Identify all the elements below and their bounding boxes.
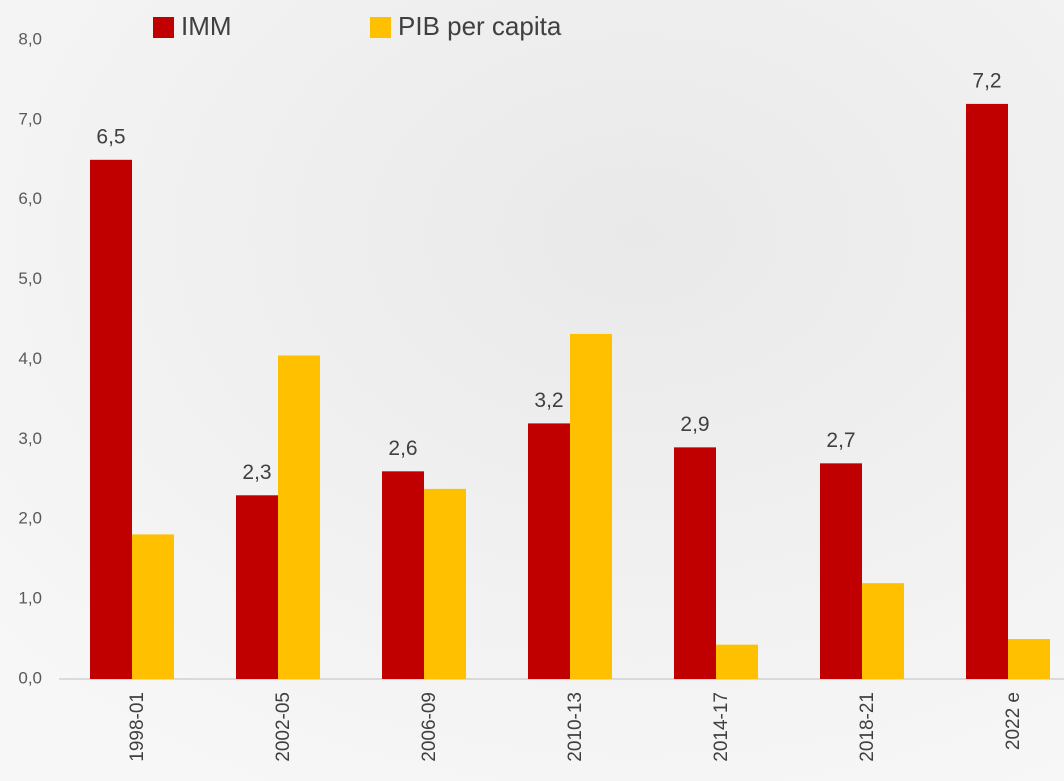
y-tick-label: 4,0 bbox=[18, 349, 42, 368]
legend-label: PIB per capita bbox=[398, 11, 562, 41]
value-label: 3,2 bbox=[534, 389, 563, 412]
value-label: 2,9 bbox=[680, 413, 709, 436]
bar bbox=[570, 333, 612, 679]
y-tick-label: 1,0 bbox=[18, 589, 42, 608]
bar bbox=[528, 423, 570, 679]
x-tick-label: 2022 e bbox=[1003, 692, 1024, 750]
x-tick-label: 2010-13 bbox=[565, 692, 586, 762]
x-tick-label: 2014-17 bbox=[711, 692, 732, 762]
value-label: 6,5 bbox=[96, 125, 125, 148]
bar bbox=[424, 488, 466, 679]
bar bbox=[382, 471, 424, 679]
bar bbox=[236, 495, 278, 679]
bar bbox=[1008, 639, 1050, 679]
y-tick-label: 6,0 bbox=[18, 189, 42, 208]
x-tick-label: 2002-05 bbox=[273, 692, 294, 762]
legend-swatch bbox=[153, 17, 174, 38]
legend-label: IMM bbox=[181, 11, 232, 41]
bar bbox=[716, 644, 758, 679]
y-tick-label: 5,0 bbox=[18, 269, 42, 288]
y-tick-label: 0,0 bbox=[18, 668, 42, 687]
bar bbox=[674, 447, 716, 679]
value-label: 2,3 bbox=[242, 461, 271, 484]
x-tick-label: 2006-09 bbox=[419, 692, 440, 762]
y-tick-label: 7,0 bbox=[18, 109, 42, 128]
legend-swatch bbox=[370, 17, 391, 38]
value-label: 7,2 bbox=[972, 69, 1001, 92]
x-tick-label: 2018-21 bbox=[857, 692, 878, 762]
y-tick-label: 2,0 bbox=[18, 509, 42, 528]
bar bbox=[90, 159, 132, 679]
x-tick-label: 1998-01 bbox=[127, 692, 148, 762]
value-label: 2,6 bbox=[388, 437, 417, 460]
bar bbox=[820, 463, 862, 679]
bar bbox=[132, 534, 174, 679]
bar bbox=[862, 583, 904, 679]
value-label: 2,7 bbox=[826, 429, 855, 452]
y-tick-label: 8,0 bbox=[18, 29, 42, 48]
bar bbox=[966, 103, 1008, 679]
plot-area: 0,0 1,0 2,0 3,0 4,0 5,0 6,0 7,0 8,0 6,5 1998-01 2,3… bbox=[18, 11, 1064, 762]
y-tick-label: 3,0 bbox=[18, 429, 42, 448]
bar bbox=[278, 355, 320, 679]
